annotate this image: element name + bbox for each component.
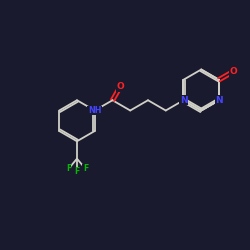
Text: N: N [215,96,223,105]
Text: NH: NH [88,106,102,115]
Text: F: F [74,168,80,176]
Text: O: O [116,82,124,92]
Text: F: F [83,164,88,173]
Text: O: O [229,67,237,76]
Text: F: F [66,164,71,173]
Text: N: N [180,96,187,105]
